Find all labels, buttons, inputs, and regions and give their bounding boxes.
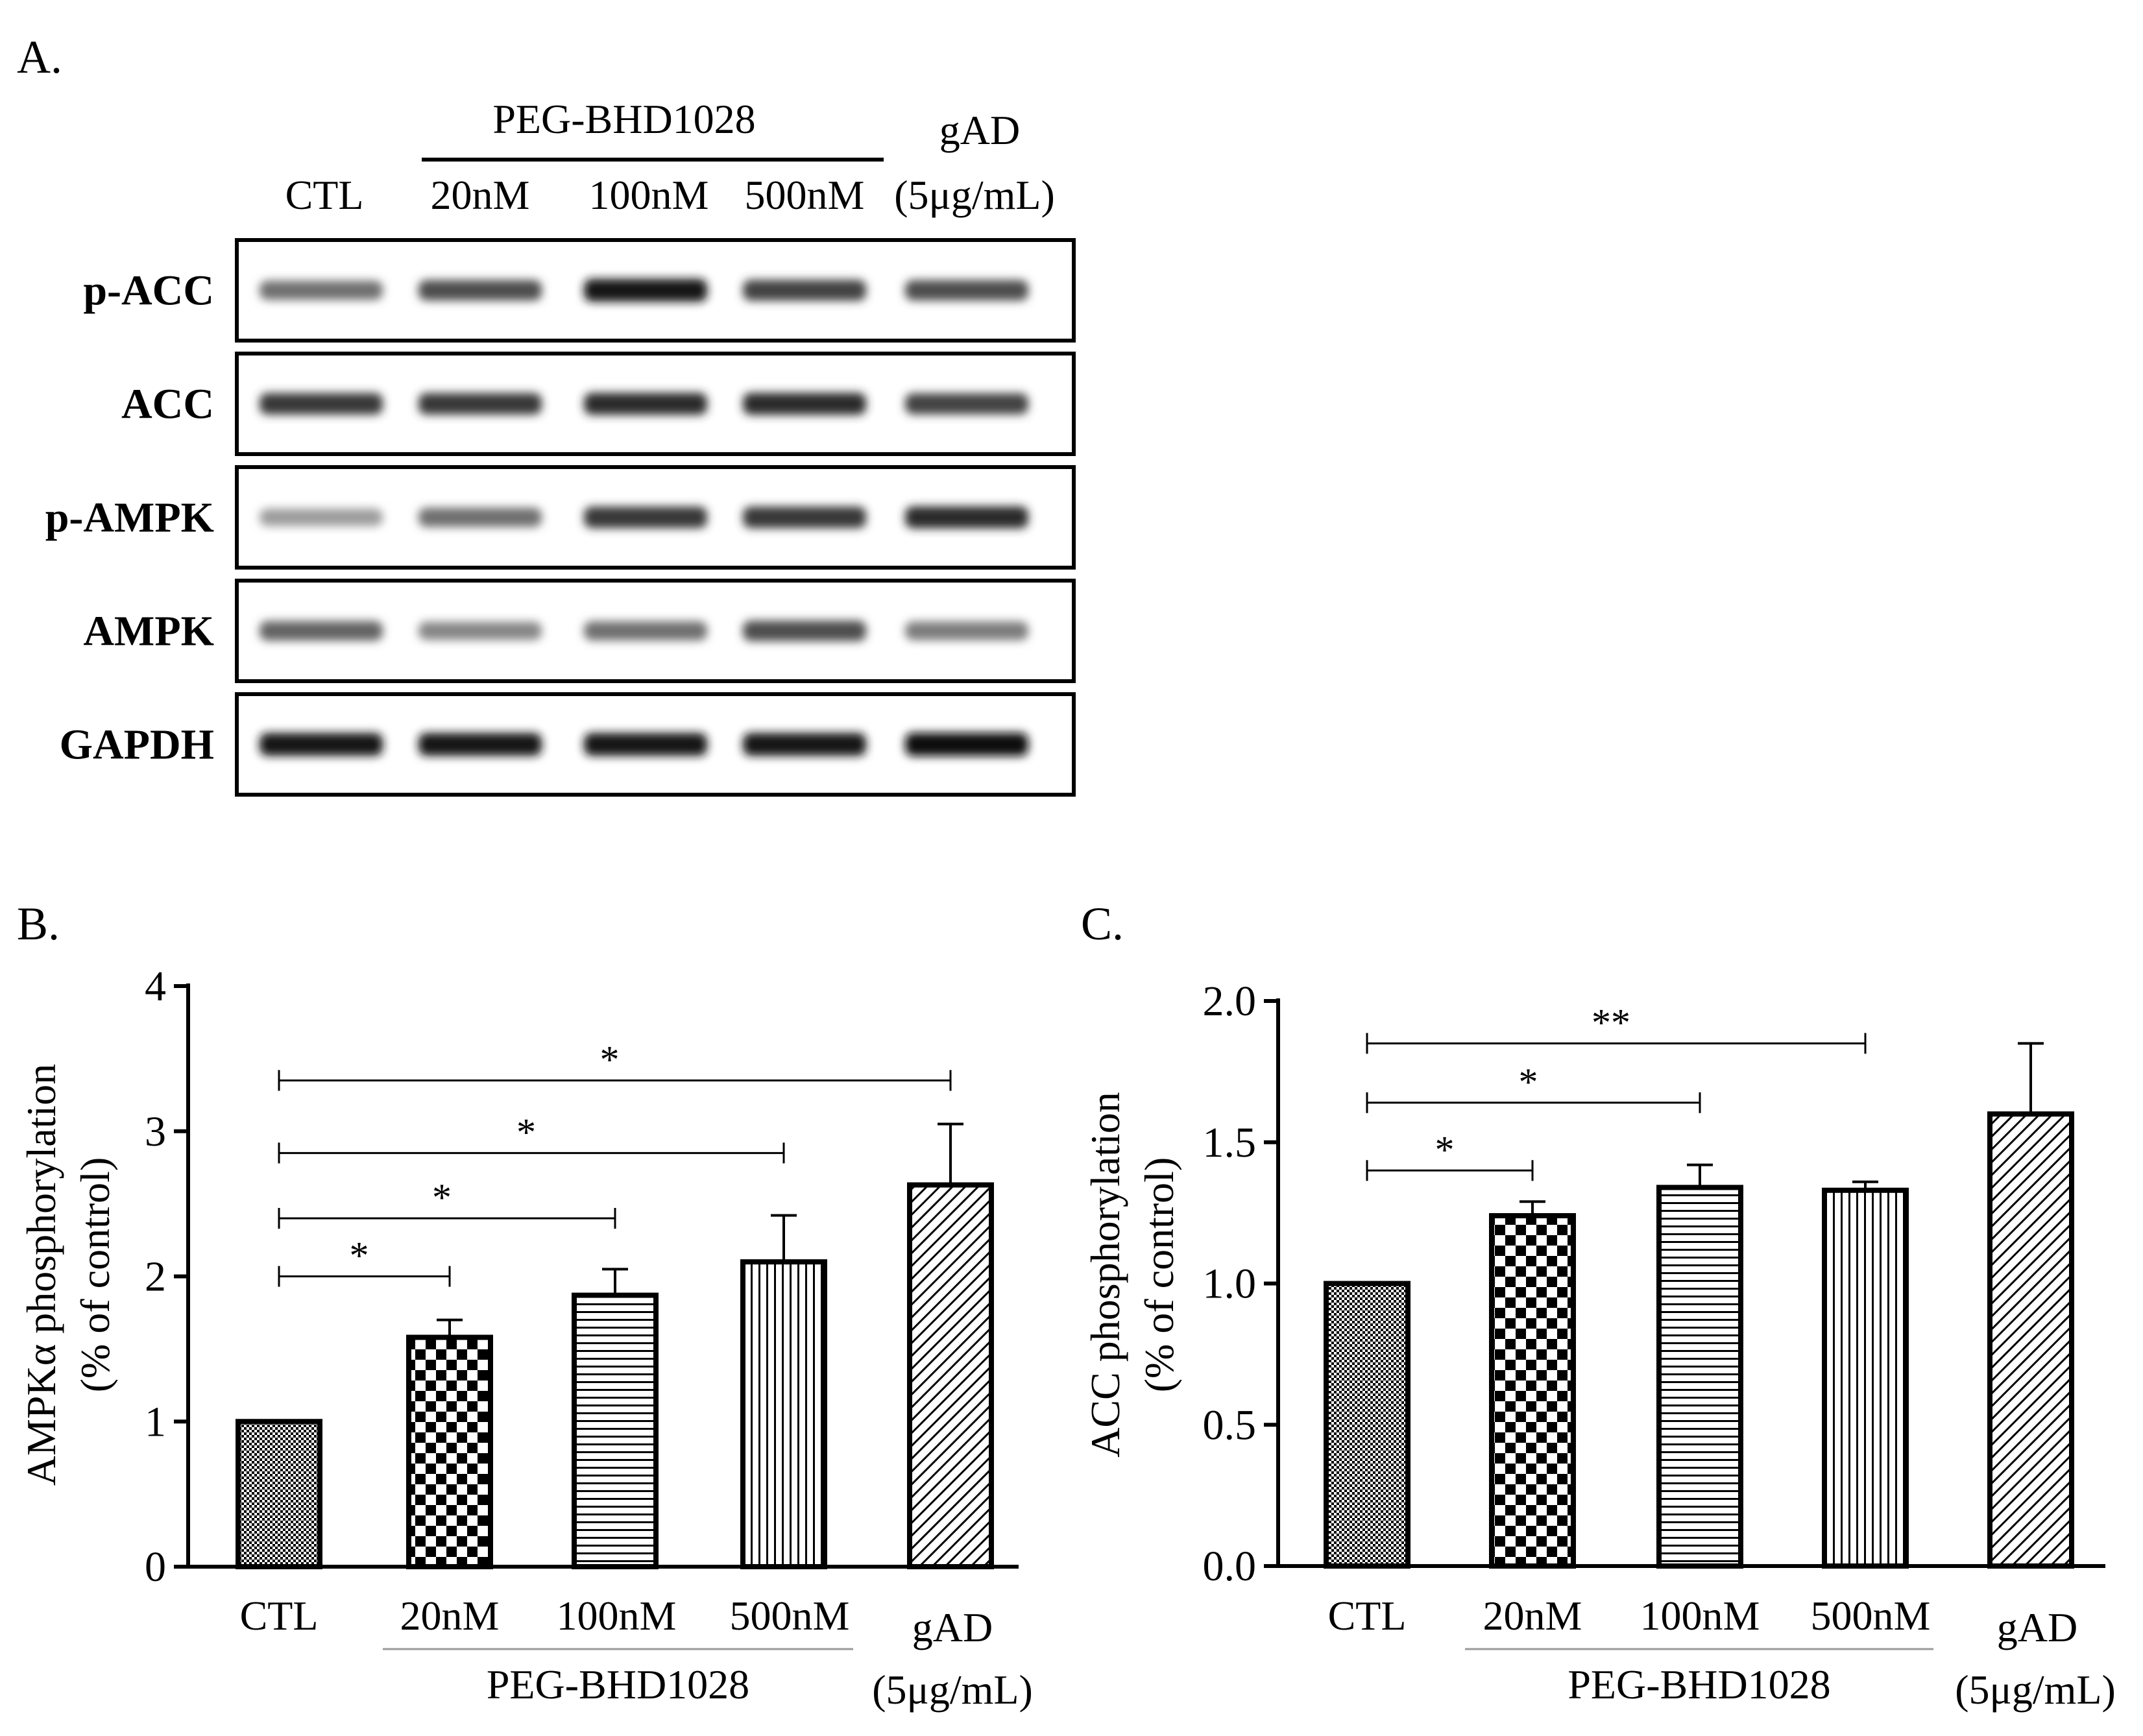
panel-c-label: C. xyxy=(1081,898,1124,950)
c-bar-500nm xyxy=(1822,1187,1909,1569)
blot-band-ampk-0 xyxy=(260,621,383,641)
lane-label-gad-conc: (5μg/mL) xyxy=(894,172,1055,218)
blot-label-p-acc: p-ACC xyxy=(83,267,214,315)
c-x-label-gad: gAD xyxy=(1997,1604,2077,1650)
b-sig-label-0: * xyxy=(350,1235,369,1277)
lane-label-ctl: CTL xyxy=(285,172,364,218)
b-x-label-100nm: 100nM xyxy=(557,1593,677,1639)
b-y-tick-label: 4 xyxy=(145,963,166,1010)
c-y-tick-label: 1.0 xyxy=(1203,1260,1257,1308)
c-bar-20nm xyxy=(1489,1212,1576,1569)
lane-label-100nm: 100nM xyxy=(589,172,709,218)
c-y-axis-title: ACC phosphorylation xyxy=(1082,1092,1128,1458)
blot-band-acc-4 xyxy=(905,393,1028,415)
c-y-axis-subtitle: (% of control) xyxy=(1136,1157,1182,1393)
c-bar-ctl xyxy=(1324,1281,1411,1569)
b-y-tick-label: 2 xyxy=(145,1253,166,1301)
blot-band-p-ampk-3 xyxy=(743,506,866,529)
lane-label-20nm: 20nM xyxy=(431,172,530,218)
c-x-label-100nm: 100nM xyxy=(1640,1593,1760,1639)
b-bar-20nm xyxy=(406,1334,493,1570)
b-y-axis-subtitle: (% of control) xyxy=(72,1157,118,1393)
western-blots: p-ACC ACC p-AMPK AMPK GAPDH xyxy=(45,238,1076,797)
panel-a-label: A. xyxy=(17,31,62,83)
b-y-tick-label: 1 xyxy=(145,1398,166,1445)
lane-label-500nm: 500nM xyxy=(745,172,865,218)
blot-label-p-ampk: p-AMPK xyxy=(45,494,214,542)
blot-band-p-acc-0 xyxy=(260,280,383,300)
blot-band-p-acc-1 xyxy=(418,280,542,301)
b-x-label-gad: gAD xyxy=(912,1604,993,1650)
blot-band-p-ampk-4 xyxy=(905,506,1028,529)
b-bar-gad xyxy=(907,1182,994,1569)
blot-band-p-acc-3 xyxy=(743,280,866,301)
blot-band-gapdh-1 xyxy=(418,732,542,756)
c-bar-100nm xyxy=(1656,1185,1743,1569)
blot-label-ampk: AMPK xyxy=(83,608,214,655)
blot-band-acc-0 xyxy=(260,392,383,415)
blot-band-p-ampk-2 xyxy=(584,506,707,529)
b-group-label: PEG-BHD1028 xyxy=(487,1661,749,1707)
blot-label-acc: ACC xyxy=(121,381,214,428)
blot-band-p-acc-4 xyxy=(905,280,1028,301)
b-y-tick-label: 0 xyxy=(145,1543,166,1591)
c-x-label-gad-conc: (5μg/mL) xyxy=(1955,1667,2116,1713)
blot-band-acc-3 xyxy=(743,392,866,415)
c-sig-label-1: * xyxy=(1519,1061,1538,1103)
b-x-label-gad-conc: (5μg/mL) xyxy=(872,1667,1033,1713)
blot-label-gapdh: GAPDH xyxy=(60,721,214,769)
blot-band-gapdh-0 xyxy=(260,732,383,756)
blot-band-ampk-3 xyxy=(743,620,866,642)
b-x-label-ctl: CTL xyxy=(240,1593,319,1639)
b-sig-label-3: * xyxy=(600,1038,620,1081)
blot-band-acc-1 xyxy=(418,392,542,415)
c-bar-gad xyxy=(1987,1111,2074,1569)
blot-band-ampk-1 xyxy=(418,621,542,640)
blot-band-ampk-2 xyxy=(584,621,707,641)
b-x-label-500nm: 500nM xyxy=(730,1593,850,1639)
c-y-tick-label: 2.0 xyxy=(1203,978,1257,1025)
b-y-axis-title: AMPKα phosphorylation xyxy=(18,1064,64,1486)
b-sig-label-1: * xyxy=(432,1176,452,1219)
blot-band-acc-2 xyxy=(584,392,707,415)
c-sig-label-2: ** xyxy=(1592,1001,1630,1044)
chart-b-ampk: 0 1 2 3 4 AMPKα phosphorylation (% of control)… xyxy=(18,963,1033,1713)
c-group-label: PEG-BHD1028 xyxy=(1568,1661,1830,1707)
lane-label-gad: gAD xyxy=(939,107,1020,153)
c-sig-label-0: * xyxy=(1435,1128,1455,1171)
c-x-label-20nm: 20nM xyxy=(1483,1593,1582,1639)
c-y-tick-label: 0.0 xyxy=(1203,1543,1257,1590)
chart-c-acc: 0.0 0.5 1.0 1.5 2.0 ACC phosphorylation (% of … xyxy=(1082,978,2116,1713)
c-y-tick-label: 1.5 xyxy=(1203,1119,1257,1166)
blot-band-ampk-4 xyxy=(905,621,1028,640)
blot-band-gapdh-3 xyxy=(743,732,866,756)
blot-band-p-acc-2 xyxy=(584,278,707,302)
blot-band-p-ampk-1 xyxy=(418,507,542,527)
b-bar-ctl xyxy=(236,1419,322,1569)
c-x-label-500nm: 500nM xyxy=(1811,1593,1931,1639)
peg-group-label: PEG-BHD1028 xyxy=(492,96,755,142)
c-y-tick-label: 0.5 xyxy=(1203,1401,1257,1449)
blot-band-p-ampk-0 xyxy=(260,509,383,526)
b-bar-100nm xyxy=(572,1292,659,1570)
b-y-tick-label: 3 xyxy=(145,1108,166,1155)
panel-b-label: B. xyxy=(17,898,60,950)
blot-band-gapdh-2 xyxy=(584,732,707,756)
b-sig-label-2: * xyxy=(516,1111,536,1153)
b-x-label-20nm: 20nM xyxy=(400,1593,500,1639)
b-bar-500nm xyxy=(740,1259,827,1569)
blot-band-gapdh-4 xyxy=(905,732,1028,756)
c-x-label-ctl: CTL xyxy=(1328,1593,1407,1639)
